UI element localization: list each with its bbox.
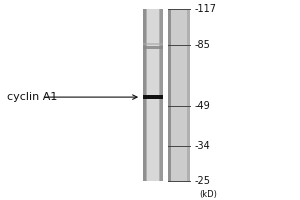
Bar	[142, 46, 164, 49]
Bar	[160, 9, 164, 181]
Bar	[142, 43, 164, 45]
Text: -49: -49	[195, 101, 210, 111]
Bar	[168, 9, 170, 181]
Bar	[168, 9, 190, 181]
Text: -85: -85	[195, 40, 211, 50]
Text: -34: -34	[195, 141, 210, 151]
Bar	[142, 9, 146, 181]
Text: -25: -25	[195, 176, 211, 186]
Text: cyclin A1: cyclin A1	[7, 92, 58, 102]
Bar	[147, 9, 159, 181]
Bar	[142, 9, 164, 181]
Bar	[171, 9, 187, 181]
Text: (kD): (kD)	[199, 190, 217, 199]
Bar	[142, 95, 164, 99]
Text: -117: -117	[195, 4, 217, 14]
